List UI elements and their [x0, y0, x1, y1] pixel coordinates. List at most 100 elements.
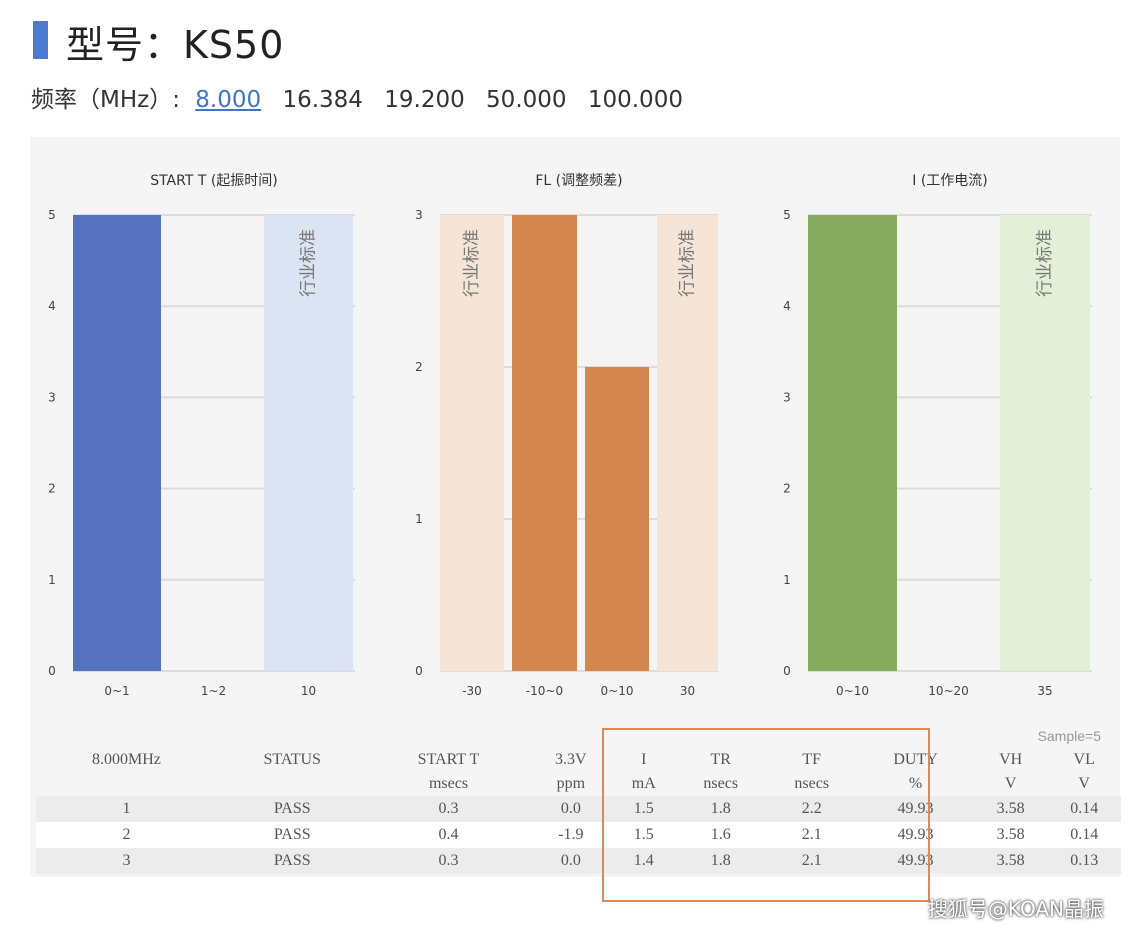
freq-option-1[interactable]: 8.000: [195, 87, 262, 113]
col-header: I: [641, 751, 647, 768]
table-cell: 0.14: [1047, 796, 1121, 822]
table-cell: 2.1: [766, 822, 858, 848]
table-cell: 0.0: [529, 848, 613, 874]
freq-option-2[interactable]: 16.384: [282, 87, 363, 113]
col-unit: V: [1004, 775, 1017, 792]
col-header: 8.000MHz: [91, 751, 161, 768]
table-row: 2 PASS 0.4 -1.9 1.5 1.6 2.1 49.93 3.58 0…: [36, 822, 1121, 848]
standard-band: [1000, 215, 1090, 671]
frequency-label: 频率（MHz）:: [31, 87, 180, 113]
col-unit: [217, 772, 368, 796]
col-unit: V: [1078, 775, 1090, 792]
col-header: START T: [417, 751, 480, 768]
table-cell: 1.8: [675, 796, 767, 822]
table-cell: 1.6: [675, 822, 767, 848]
x-tick-label: 10~20: [928, 684, 969, 698]
table-cell: 3.58: [973, 848, 1048, 874]
sample-note: Sample=5: [1037, 728, 1101, 744]
table-cell: 49.93: [857, 822, 974, 848]
bar: [808, 215, 897, 671]
table-cell: 0.13: [1047, 848, 1121, 874]
bar: [512, 215, 577, 671]
table-cell: 1: [36, 796, 217, 822]
x-tick-label: 0~1: [104, 684, 129, 698]
band-label: 行业标准: [1035, 229, 1055, 297]
table-cell: 49.93: [857, 848, 974, 874]
table-cell: 0.4: [367, 822, 530, 848]
col-unit: mA: [631, 775, 656, 792]
col-header: TF: [802, 751, 822, 768]
y-tick-label: 4: [48, 299, 56, 313]
page-title: 型号：KS50: [66, 23, 285, 67]
x-tick-label: 1~2: [201, 684, 226, 698]
table-header-row: 8.000MHz STATUS START T 3.3V I TR TF DUT…: [36, 748, 1121, 772]
col-unit: nsecs: [794, 775, 830, 792]
watermark: 搜狐号@KOAN晶振: [927, 897, 1104, 921]
table-cell: 1.4: [612, 848, 676, 874]
table-cell: 3.58: [973, 822, 1048, 848]
col-unit: %: [908, 775, 923, 792]
x-tick-label: 10: [301, 684, 316, 698]
x-tick-label: 0~10: [836, 684, 869, 698]
band-label: 行业标准: [299, 229, 319, 297]
x-tick-label: 35: [1037, 684, 1052, 698]
table-cell: -1.9: [529, 822, 613, 848]
col-header: VL: [1073, 751, 1095, 768]
chart-title: START T (起振时间): [150, 173, 278, 189]
col-unit: msecs: [428, 775, 469, 792]
y-tick-label: 1: [783, 573, 791, 587]
table-cell: 0.0: [529, 796, 613, 822]
table-cell: PASS: [216, 796, 368, 822]
col-header: TR: [710, 751, 731, 768]
col-unit: nsecs: [703, 775, 739, 792]
col-header: STATUS: [263, 751, 321, 768]
col-header: VH: [999, 751, 1023, 768]
frequency-selector: 频率（MHz）: 8.000 16.384 19.200 50.000 100.…: [31, 80, 697, 114]
x-tick-label: -10~0: [526, 684, 563, 698]
y-tick-label: 0: [48, 664, 56, 678]
table-cell: PASS: [216, 822, 368, 848]
standard-band: [264, 215, 353, 671]
table-units-row: msecs ppm mA nsecs nsecs % V V: [36, 772, 1121, 796]
col-header: DUTY: [893, 751, 938, 768]
x-tick-label: -30: [462, 684, 482, 698]
bar: [73, 215, 161, 671]
table-row: 1 PASS 0.3 0.0 1.5 1.8 2.2 49.93 3.58 0.…: [36, 796, 1121, 822]
freq-option-4[interactable]: 50.000: [486, 87, 567, 113]
x-tick-label: 0~10: [601, 684, 634, 698]
table-cell: 3.58: [973, 796, 1048, 822]
chart-title: FL (调整频差): [535, 173, 622, 189]
table-row: 3 PASS 0.3 0.0 1.4 1.8 2.1 49.93 3.58 0.…: [36, 848, 1121, 874]
table-cell: 2: [36, 822, 217, 848]
table-cell: 2.2: [766, 796, 858, 822]
y-tick-label: 2: [415, 360, 423, 374]
table-cell: 2.1: [766, 848, 858, 874]
y-tick-label: 3: [415, 208, 423, 222]
standard-band: [440, 215, 504, 671]
table-cell: 1.5: [612, 796, 676, 822]
table-cell: 1.5: [612, 822, 676, 848]
standard-band: [657, 215, 718, 671]
y-tick-label: 5: [783, 208, 791, 222]
band-label: 行业标准: [678, 229, 698, 297]
freq-option-3[interactable]: 19.200: [384, 87, 465, 113]
charts-panel: START T (起振时间) 0 1 2 3 4 5 0~1 1~2 行业标准 10 FL (调整频差…: [30, 137, 1120, 877]
y-tick-label: 2: [48, 482, 56, 496]
freq-option-5[interactable]: 100.000: [587, 87, 683, 113]
y-tick-label: 0: [415, 664, 423, 678]
col-unit: ppm: [556, 775, 586, 792]
y-tick-label: 2: [783, 482, 791, 496]
y-tick-label: 3: [48, 390, 56, 404]
y-tick-label: 1: [48, 573, 56, 587]
bar: [585, 367, 649, 671]
table-cell: PASS: [216, 848, 368, 874]
col-header: 3.3V: [555, 751, 587, 768]
y-tick-label: 5: [48, 208, 56, 222]
table-cell: 49.93: [857, 796, 974, 822]
col-unit: [36, 772, 217, 796]
band-label: 行业标准: [462, 229, 482, 297]
table-cell: 0.14: [1047, 822, 1121, 848]
chart-title: I (工作电流): [912, 173, 988, 189]
title-accent-bar: [33, 21, 48, 59]
